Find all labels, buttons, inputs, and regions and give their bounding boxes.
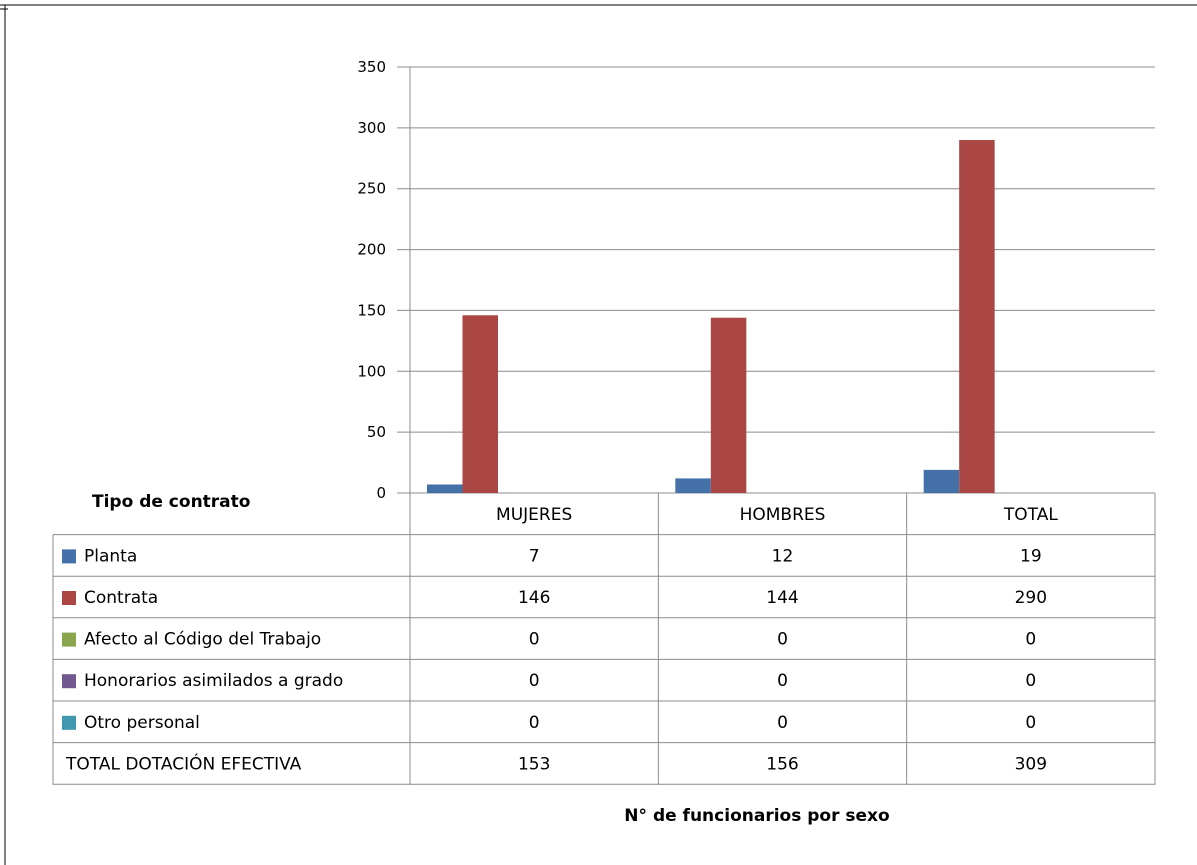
data-cell: 0 [777, 630, 788, 650]
data-cell: 0 [529, 671, 540, 691]
data-cell: 0 [777, 671, 788, 691]
data-cell: 146 [518, 588, 550, 608]
series-label: Otro personal [84, 713, 200, 733]
y-tick-label: 150 [357, 301, 386, 319]
y-tick-label: 0 [376, 484, 386, 502]
data-cell: 0 [1025, 630, 1036, 650]
legend-swatch [62, 591, 76, 605]
category-header: HOMBRES [740, 505, 826, 525]
data-cell: 290 [1015, 588, 1047, 608]
bar [959, 140, 995, 493]
total-cell: 156 [766, 754, 798, 774]
y-tick-label: 100 [357, 362, 386, 380]
gridlines [397, 66, 1155, 494]
y-tick-label: 200 [357, 241, 386, 259]
data-cell: 19 [1020, 546, 1042, 566]
bar [675, 478, 711, 493]
y-tick-label: 50 [367, 423, 386, 441]
data-cell: 0 [529, 713, 540, 733]
legend-swatch [62, 715, 76, 730]
y-tick-label: 350 [357, 58, 386, 76]
category-header: TOTAL [1003, 505, 1058, 525]
data-cell: 12 [772, 546, 794, 566]
bars [427, 140, 995, 493]
series-label: Contrata [84, 588, 158, 608]
bar [462, 315, 498, 493]
legend-swatch [62, 549, 76, 564]
bar [710, 317, 747, 493]
series-label: Planta [84, 546, 137, 566]
data-cell: 7 [529, 546, 540, 566]
table-title: Tipo de contrato [92, 492, 250, 512]
y-tick-label: 250 [357, 180, 386, 198]
legend-swatch [62, 674, 76, 689]
x-axis-title: N° de funcionarios por sexo [624, 806, 889, 826]
y-tick-label: 300 [357, 119, 386, 137]
data-cell: 0 [1025, 671, 1036, 691]
data-cell: 0 [777, 713, 788, 733]
data-cell: 0 [529, 630, 540, 650]
y-axis-ticks: 0 50 100 150 200 250 300 350 [357, 58, 386, 502]
series-label: Afecto al Código del Trabajo [84, 630, 321, 650]
data-table: MUJERES HOMBRES TOTAL Planta 7 12 19 Contrata 14… [52, 493, 1156, 785]
bar [427, 484, 463, 493]
data-cell: 0 [1025, 713, 1036, 733]
data-cell: 144 [766, 588, 798, 608]
total-cell: 153 [518, 754, 550, 774]
series-label: Honorarios asimilados a grado [84, 671, 343, 691]
legend-swatch [62, 632, 76, 647]
total-row-label: TOTAL DOTACIÓN EFECTIVA [65, 752, 302, 774]
total-cell: 309 [1015, 754, 1047, 774]
category-header: MUJERES [496, 505, 572, 525]
bar [923, 469, 960, 493]
